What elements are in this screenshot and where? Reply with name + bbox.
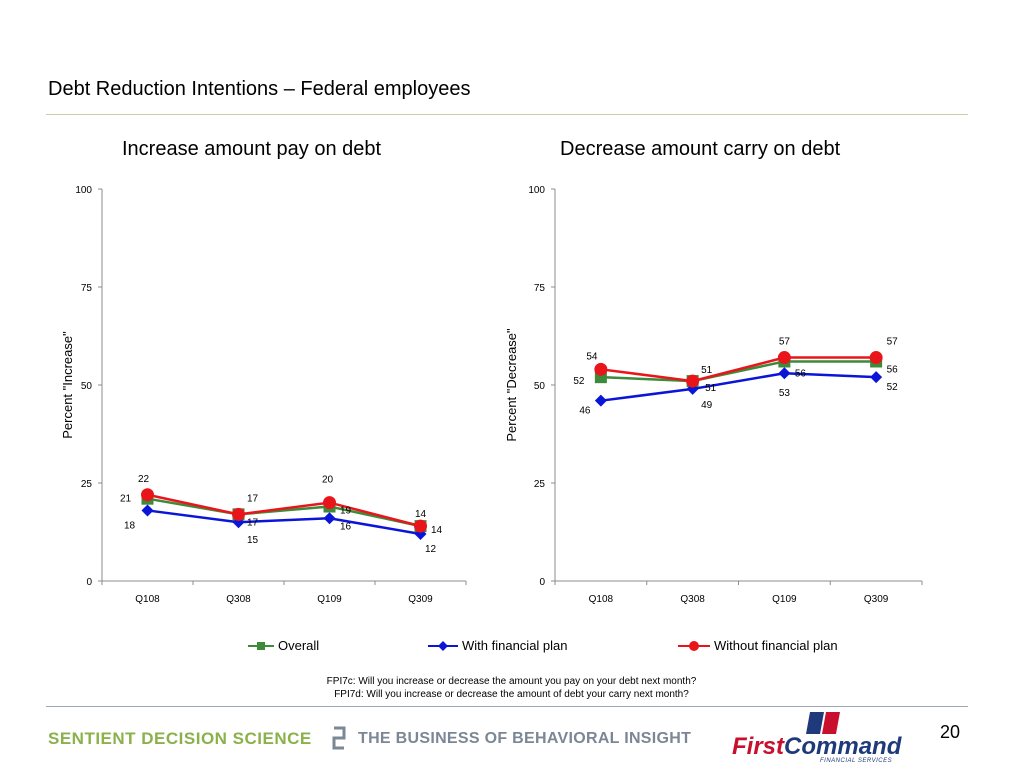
data-label: 16 xyxy=(340,521,352,532)
x-tick-label: Q108 xyxy=(589,594,614,605)
y-tick-label: 0 xyxy=(86,577,92,588)
data-label: 56 xyxy=(795,368,807,379)
data-point-with-financial-plan xyxy=(778,367,791,380)
y-axis-label: Percent "Decrease" xyxy=(504,328,519,442)
legend-item-with-plan: With financial plan xyxy=(428,638,568,653)
legend-with-plan-icon xyxy=(428,640,458,651)
x-tick-label: Q309 xyxy=(408,594,433,605)
legend-overall-icon xyxy=(248,641,274,650)
data-label: 52 xyxy=(573,376,585,387)
first-command-logo: FirstCommand xyxy=(732,733,901,761)
data-label: 51 xyxy=(705,383,717,394)
sentient-mark-icon xyxy=(332,726,346,750)
series-line-with-financial-plan xyxy=(147,509,421,536)
data-point-without-financial-plan xyxy=(777,351,791,365)
data-label: 57 xyxy=(779,337,791,348)
page-number: 20 xyxy=(940,722,961,742)
x-tick-label: Q108 xyxy=(135,594,160,605)
title-divider xyxy=(46,114,968,115)
series-line-overall xyxy=(600,360,877,383)
y-tick-label: 50 xyxy=(534,381,546,392)
series-line-with-financial-plan xyxy=(600,371,877,402)
data-point-without-financial-plan xyxy=(414,519,427,533)
y-tick-label: 100 xyxy=(75,185,92,196)
legend-without-plan-icon xyxy=(678,640,710,651)
question-fpi7d: FPI7d: Will you increase or decrease the… xyxy=(334,689,689,700)
y-tick-label: 0 xyxy=(539,577,545,588)
data-label: 18 xyxy=(124,520,136,531)
x-tick-label: Q308 xyxy=(226,594,251,605)
data-label: 52 xyxy=(887,382,899,393)
x-tick-label: Q109 xyxy=(772,594,797,605)
data-point-without-financial-plan xyxy=(594,362,608,376)
x-tick-label: Q309 xyxy=(864,594,889,605)
brand-sub: FINANCIAL SERVICES xyxy=(820,758,893,764)
data-label: 20 xyxy=(322,475,334,486)
data-point-without-financial-plan xyxy=(323,496,336,510)
series-line-overall xyxy=(147,497,421,528)
data-label: 53 xyxy=(779,388,791,399)
y-tick-label: 25 xyxy=(534,479,546,490)
data-label: 54 xyxy=(586,351,598,362)
data-point-without-financial-plan xyxy=(686,374,700,388)
footer-divider xyxy=(46,706,968,707)
data-label: 49 xyxy=(701,400,713,411)
data-point-with-financial-plan xyxy=(323,512,336,525)
y-tick-label: 75 xyxy=(81,283,93,294)
brand-first: First xyxy=(732,733,785,760)
chart-title-increase: Increase amount pay on debt xyxy=(122,138,382,160)
data-label: 14 xyxy=(415,509,427,520)
data-label: 14 xyxy=(431,525,443,536)
data-point-with-financial-plan xyxy=(594,394,607,407)
data-label: 46 xyxy=(579,406,591,417)
legend-item-overall: Overall xyxy=(248,638,319,653)
y-axis-label: Percent "Increase" xyxy=(60,331,75,439)
data-label: 22 xyxy=(138,474,150,485)
data-label: 19 xyxy=(340,506,352,517)
legend-item-without-plan: Without financial plan xyxy=(678,638,838,653)
series-line-without-financial-plan xyxy=(600,356,877,383)
data-label: 17 xyxy=(247,493,259,504)
chart-title-decrease: Decrease amount carry on debt xyxy=(560,138,841,160)
first-command-mark-icon xyxy=(806,712,840,734)
data-label: 56 xyxy=(887,364,899,375)
data-label: 51 xyxy=(701,365,713,376)
x-tick-label: Q308 xyxy=(680,594,705,605)
data-label: 17 xyxy=(247,517,259,528)
brand-command: Command xyxy=(784,733,902,760)
data-point-without-financial-plan xyxy=(232,507,245,521)
legend-label-without-plan: Without financial plan xyxy=(714,638,838,653)
data-label: 15 xyxy=(247,535,259,546)
legend-label-with-plan: With financial plan xyxy=(462,638,568,653)
question-fpi7c: FPI7c: Will you increase or decrease the… xyxy=(326,676,697,687)
sentient-logo: SENTIENT DECISION SCIENCE xyxy=(48,729,312,748)
y-tick-label: 75 xyxy=(534,283,546,294)
data-point-with-financial-plan xyxy=(141,504,154,517)
data-label: 12 xyxy=(425,544,437,555)
data-point-without-financial-plan xyxy=(869,351,883,365)
data-label: 57 xyxy=(887,337,899,348)
data-point-without-financial-plan xyxy=(141,488,154,502)
data-label: 21 xyxy=(120,494,132,505)
data-point-with-financial-plan xyxy=(870,371,883,384)
legend-label-overall: Overall xyxy=(278,638,320,653)
page-title: Debt Reduction Intentions – Federal empl… xyxy=(48,78,471,100)
y-tick-label: 25 xyxy=(81,479,93,490)
brand-tagline: THE BUSINESS OF BEHAVIORAL INSIGHT xyxy=(358,730,692,747)
y-tick-label: 100 xyxy=(528,185,545,196)
y-tick-label: 50 xyxy=(81,381,93,392)
x-tick-label: Q109 xyxy=(317,594,342,605)
series-line-without-financial-plan xyxy=(147,493,421,528)
